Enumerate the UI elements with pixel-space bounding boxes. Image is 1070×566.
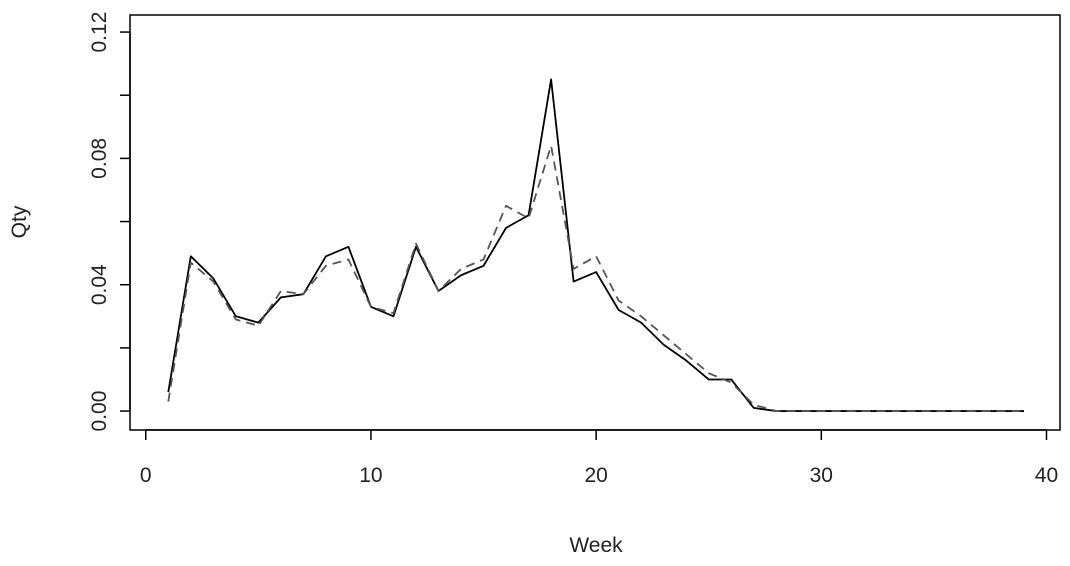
x-tick-label: 10 bbox=[359, 464, 382, 487]
y-tick-label: 0.04 bbox=[88, 264, 111, 305]
x-axis-label: Week bbox=[569, 534, 623, 557]
plot-frame bbox=[129, 14, 1061, 431]
y-tick-label: 0.12 bbox=[88, 12, 111, 53]
y-axis-label: Qty bbox=[8, 205, 31, 238]
series-line bbox=[167, 144, 1024, 412]
x-tick-label: 0 bbox=[140, 464, 152, 487]
series-line bbox=[167, 78, 1024, 412]
y-tick-label: 0.08 bbox=[88, 138, 111, 179]
x-tick-label: 20 bbox=[584, 464, 607, 487]
y-tick-label: 0.00 bbox=[88, 391, 111, 432]
x-tick-label: 30 bbox=[810, 464, 833, 487]
x-tick-label: 40 bbox=[1035, 464, 1058, 487]
